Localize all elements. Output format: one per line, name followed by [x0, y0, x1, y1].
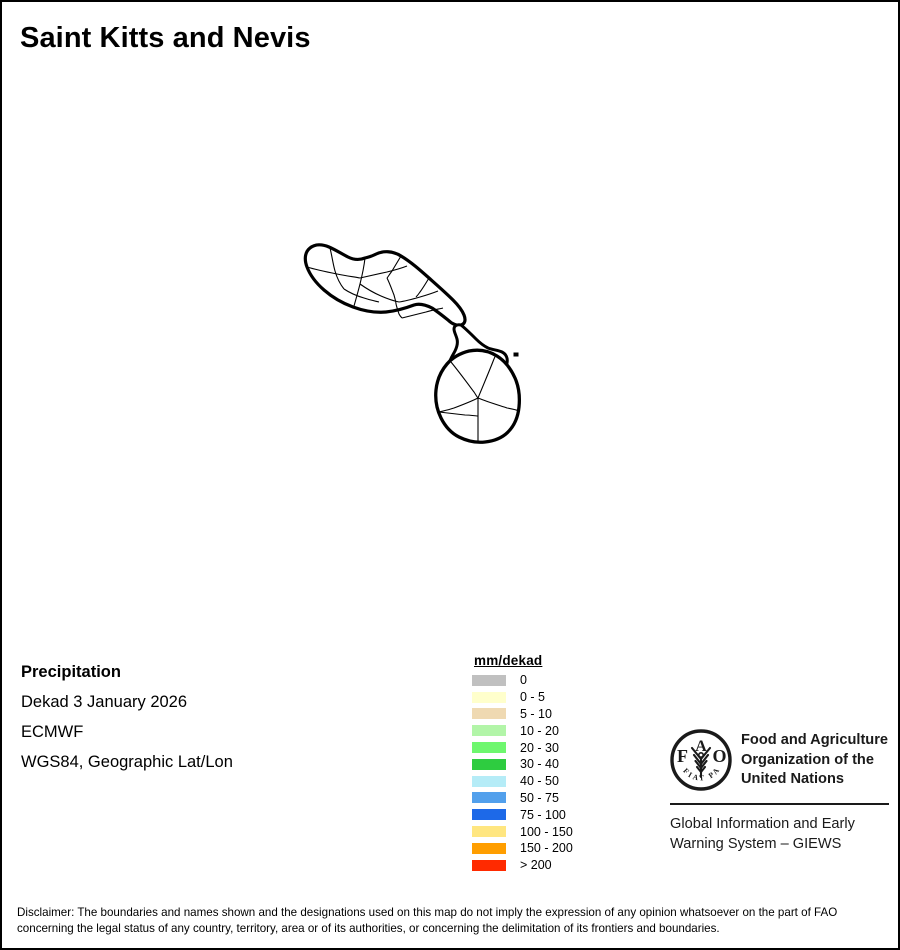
svg-text:A: A: [695, 738, 707, 755]
svg-text:O: O: [712, 746, 726, 766]
legend-swatch: [472, 725, 506, 737]
fao-logo-icon: F A O FIAT PANIS: [670, 729, 732, 791]
legend-swatch: [472, 859, 506, 871]
legend-label: 0 - 5: [520, 690, 546, 705]
meta-projection: WGS84, Geographic Lat/Lon: [21, 753, 233, 771]
legend-label: 20 - 30: [520, 740, 559, 755]
legend-label: 75 - 100: [520, 807, 566, 822]
legend-label: 30 - 40: [520, 757, 559, 772]
legend-item[interactable]: 50 - 75: [472, 790, 573, 807]
nevis-island[interactable]: [434, 348, 522, 444]
fao-branding: F A O FIAT PANIS: [670, 729, 890, 854]
map-metadata: Precipitation Dekad 3 January 2026 ECMWF…: [21, 657, 441, 777]
disclaimer: Disclaimer: The boundaries and names sho…: [17, 905, 887, 936]
meta-source: ECMWF: [21, 723, 84, 741]
legend-item[interactable]: 40 - 50: [472, 773, 573, 790]
legend-item[interactable]: 0: [472, 672, 573, 689]
fao-name-line: Organization of the: [741, 751, 874, 768]
legend-swatch: [472, 775, 506, 787]
legend-label: 50 - 75: [520, 790, 559, 805]
legend-label: 0: [520, 673, 527, 688]
fao-name-line: Food and Agriculture: [741, 732, 889, 748]
legend-item[interactable]: 0 - 5: [472, 689, 573, 706]
legend-swatch: [472, 742, 506, 754]
legend-item[interactable]: 10 - 20: [472, 722, 573, 739]
giews-subtitle: Global Information and Early Warning Sys…: [670, 814, 890, 854]
legend-swatch: [472, 792, 506, 804]
saint-kitts-parish-boundaries: [306, 247, 444, 319]
saint-kitts-island[interactable]: [303, 243, 467, 327]
legend-item[interactable]: 5 - 10: [472, 706, 573, 723]
country-geometry: [303, 243, 522, 444]
meta-period: Dekad 3 January 2026: [21, 693, 188, 711]
legend-label: 150 - 200: [520, 841, 573, 856]
legend-label: > 200: [520, 858, 552, 873]
legend-swatch: [472, 708, 506, 720]
legend-label: 10 - 20: [520, 723, 559, 738]
disclaimer-line: Disclaimer: The boundaries and names sho…: [17, 906, 838, 919]
legend-item[interactable]: 30 - 40: [472, 756, 573, 773]
svg-text:F: F: [677, 746, 688, 766]
fao-name-line: United Nations: [741, 771, 844, 787]
legend-label: 40 - 50: [520, 774, 559, 789]
legend-title: mm/dekad: [474, 653, 543, 668]
legend-item[interactable]: 150 - 200: [472, 840, 573, 857]
legend-swatch: [472, 758, 506, 770]
giews-line: Warning System – GIEWS: [670, 836, 842, 852]
legend-item[interactable]: > 200: [472, 857, 573, 874]
divider: [670, 803, 889, 805]
map-canvas[interactable]: [2, 62, 898, 642]
legend-swatch: [472, 691, 506, 703]
nevis-parish-boundaries: [438, 354, 520, 442]
legend-label: 5 - 10: [520, 706, 552, 721]
legend-item[interactable]: 20 - 30: [472, 739, 573, 756]
map-legend: mm/dekad 0 0 - 5 5 - 10 10 - 20 20 - 30 …: [472, 653, 573, 874]
legend-label: 100 - 150: [520, 824, 573, 839]
page-title: Saint Kitts and Nevis: [20, 22, 311, 54]
legend-swatch: [472, 809, 506, 821]
giews-line: Global Information and Early: [670, 816, 855, 832]
booby-islet: [513, 352, 519, 357]
legend-swatch: [472, 842, 506, 854]
disclaimer-line: concerning the legal status of any count…: [17, 921, 720, 935]
legend-swatch: [472, 826, 506, 838]
legend-item[interactable]: 100 - 150: [472, 823, 573, 840]
legend-item[interactable]: 75 - 100: [472, 806, 573, 823]
meta-variable: Precipitation: [21, 663, 121, 681]
legend-swatch: [472, 674, 506, 686]
fao-organization-name: Food and Agriculture Organization of the…: [741, 729, 888, 790]
